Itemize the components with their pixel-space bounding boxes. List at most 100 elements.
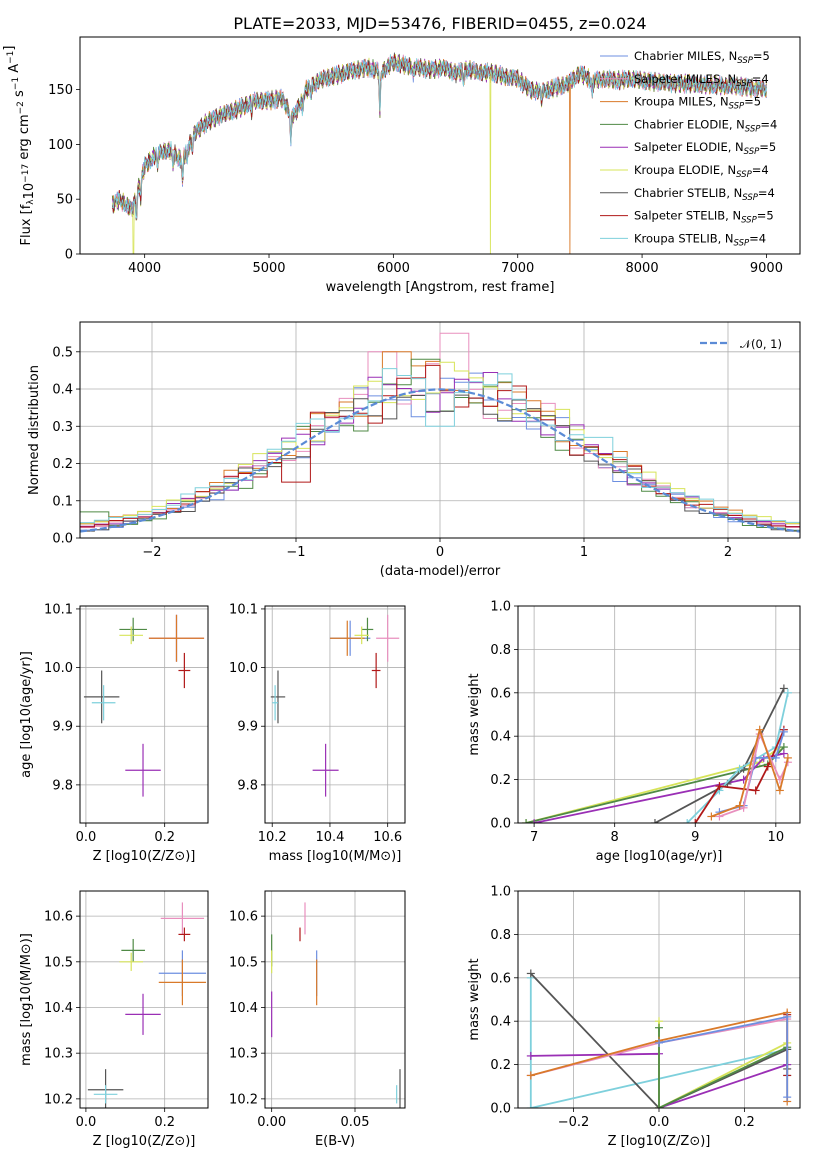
y-tick-label: 10.4 — [229, 1001, 258, 1016]
y-tick-label: 10.2 — [44, 1092, 73, 1107]
y-tick-label: 0.4 — [52, 383, 73, 398]
series-line-chabrier_elodie — [658, 1027, 788, 1108]
y-tick-label: 10.3 — [229, 1047, 258, 1062]
y-axis-label: mass weight — [467, 673, 482, 755]
legend-label: Salpeter STELIB, N — [634, 209, 741, 223]
histograms — [80, 332, 800, 534]
y-axis-label-part: −1 — [6, 51, 16, 64]
legend-sub: SSP — [734, 238, 750, 248]
figure-title: PLATE=2033, MJD=53476, FIBERID=0455, z=0… — [233, 14, 646, 33]
legend-entry: Salpeter MILES, NSSP=4 — [634, 72, 769, 89]
legend-entry: Kroupa ELODIE, NSSP=4 — [634, 163, 769, 180]
series-line-chabrier_stelib — [654, 688, 785, 823]
y-tick-label: 0.2 — [52, 457, 73, 472]
x-axis-label: E(B-V) — [315, 1134, 355, 1149]
y-tick-label: 100 — [48, 138, 73, 153]
x-axis-label: wavelength [Angstrom, rest frame] — [326, 280, 555, 295]
x-tick-label: 10 — [768, 830, 785, 845]
y-tick-label: 0.4 — [490, 1015, 511, 1030]
legend-tail: =5 — [753, 49, 770, 63]
legend-entry: Chabrier MILES, NSSP=5 — [634, 49, 770, 66]
y-tick-label: 0.0 — [490, 817, 511, 832]
y-axis-label: Normed distribution — [27, 365, 42, 495]
axes-frame — [517, 890, 801, 1109]
x-tick-label: 0.2 — [154, 1115, 175, 1130]
legend-label: Kroupa STELIB, N — [634, 231, 734, 245]
y-tick-label: 0.4 — [490, 730, 511, 745]
x-tick-label: 8 — [611, 830, 619, 845]
x-tick-label: 10.2 — [258, 830, 287, 845]
y-axis-label-part: −1 — [11, 77, 21, 90]
spectrum-lines — [111, 52, 767, 254]
x-axis-label: age [log10(age/yr)] — [596, 849, 723, 864]
gaussian-curve — [80, 388, 800, 533]
legend-entry: Kroupa MILES, NSSP=5 — [634, 95, 761, 112]
legend-sub: SSP — [736, 170, 752, 180]
legend-entry: Kroupa STELIB, NSSP=4 — [634, 231, 766, 248]
y-axis-label-part: s — [12, 90, 27, 101]
mass_weight_vs_Z-panel: −0.2 0.0 0.2 0.0 0.2 0.4 0.6 0.8 1.0 Z [log10(Z/Z… — [467, 885, 801, 1149]
axes-frame — [79, 890, 209, 1109]
histogram-chabrier_stelib — [80, 394, 800, 534]
y-tick-label: 1.0 — [490, 885, 511, 900]
x-tick-label: 10.4 — [315, 830, 344, 845]
y-axis-label-part: 10 — [22, 183, 37, 200]
series-line-kroupa_elodie — [525, 746, 781, 823]
y-axis-label-part: Flux [f — [19, 204, 34, 245]
axes-frame — [264, 605, 406, 824]
x-axis-label: Z [log10(Z/Z⊙)] — [93, 1134, 196, 1149]
y-axis-label-part: A — [7, 64, 22, 77]
x-axis-label: Z [log10(Z/Z⊙)] — [608, 1134, 711, 1149]
x-tick-label: 0.0 — [76, 1115, 97, 1130]
y-tick-label: 10.3 — [44, 1047, 73, 1062]
legend-label: Chabrier STELIB, N — [634, 186, 742, 200]
legend-sub: SSP — [737, 56, 753, 66]
y-tick-label: 10.6 — [44, 910, 73, 925]
legend-tail: =5 — [744, 95, 761, 109]
y-tick-label: 10.5 — [44, 955, 73, 970]
y-tick-label: 9.9 — [237, 720, 258, 735]
age_vs_Z-points — [83, 614, 205, 797]
y-tick-label: 0.0 — [490, 1102, 511, 1117]
mass_weight_vs_age-panel: 7 8 9 10 0.0 0.2 0.4 0.6 0.8 1.0 age [log10(age/yr… — [467, 600, 801, 864]
y-axis-label-part: erg cm — [17, 114, 32, 163]
y-tick-label: 0.5 — [52, 345, 73, 360]
mass_weight_vs_age-lines — [522, 684, 792, 823]
x-tick-label: −2 — [142, 545, 161, 560]
residuals-panel: −2 −1 0 1 2 0.0 0.1 0.2 0.3 0.4 0.5 (data-model)/er… — [27, 321, 801, 579]
mass_vs_ebv-points — [271, 902, 401, 1108]
y-axis-label: Flux [fλ10−17 erg cm−2 s−1 A−1] — [2, 46, 37, 246]
x-axis-label: (data-model)/error — [380, 564, 501, 579]
x-tick-label: 0.2 — [154, 830, 175, 845]
y-tick-label: 150 — [48, 83, 73, 98]
mass_vs_Z-points — [87, 902, 207, 1108]
y-tick-label: 0 — [65, 248, 73, 263]
spectrum-line-kroupa_stelib — [112, 54, 767, 219]
y-tick-label: 10.1 — [229, 602, 258, 617]
y-axis-label: mass [log10(M/M⊙)] — [19, 933, 34, 1066]
legend-tail: =4 — [758, 186, 775, 200]
y-tick-label: 9.8 — [237, 778, 258, 793]
x-tick-label: 8000 — [626, 261, 659, 276]
y-axis-label: age [log10(age/yr)] — [19, 651, 34, 778]
age_vs_mass-panel: 10.2 10.4 10.6 9.8 9.9 10.0 10.1 mass [log10(M/… — [229, 602, 406, 864]
y-tick-label: 9.8 — [52, 778, 73, 793]
legend-entry: Salpeter ELODIE, NSSP=5 — [634, 140, 776, 157]
histogram-salpeter_stelib — [80, 364, 800, 530]
y-tick-label: 10.5 — [229, 955, 258, 970]
legend-label: Salpeter MILES, N — [634, 72, 736, 86]
x-tick-label: 7 — [530, 830, 538, 845]
axes-frame — [517, 605, 801, 824]
y-tick-label: 9.9 — [52, 720, 73, 735]
y-tick-label: 10.0 — [44, 661, 73, 676]
y-tick-label: 50 — [56, 193, 73, 208]
mass_vs_Z-panel: 0.0 0.2 10.2 10.3 10.4 10.5 10.6 Z [log10(Z/Z⊙)… — [19, 890, 209, 1149]
legend-tail: =4 — [752, 72, 769, 86]
y-tick-label: 0.0 — [52, 532, 73, 547]
legend-sub: SSP — [729, 102, 745, 112]
axes-frame — [79, 321, 801, 539]
y-tick-label: 10.1 — [44, 602, 73, 617]
histogram-salpeter_miles — [80, 332, 800, 530]
x-tick-label: 9 — [691, 830, 699, 845]
